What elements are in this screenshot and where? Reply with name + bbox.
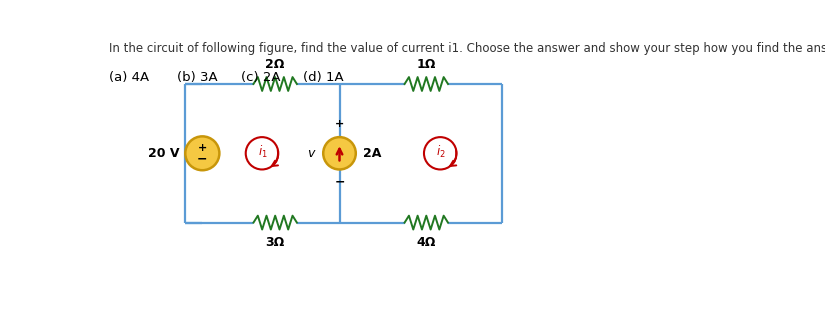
Text: −: − — [197, 152, 208, 165]
Text: 4Ω: 4Ω — [417, 236, 436, 249]
Circle shape — [186, 136, 219, 170]
Text: 1Ω: 1Ω — [417, 58, 436, 71]
Text: (d) 1A: (d) 1A — [303, 71, 344, 84]
Text: −: − — [334, 176, 345, 189]
Text: (a) 4A: (a) 4A — [110, 71, 149, 84]
Text: +: + — [335, 119, 344, 129]
Text: $v$: $v$ — [308, 147, 317, 160]
Text: $i_1$: $i_1$ — [258, 144, 267, 160]
Text: 2A: 2A — [363, 147, 381, 160]
Text: 3Ω: 3Ω — [266, 236, 285, 249]
Text: +: + — [198, 143, 207, 153]
Text: (c) 2A: (c) 2A — [241, 71, 280, 84]
Circle shape — [323, 137, 356, 169]
Text: 20 V: 20 V — [148, 147, 179, 160]
Text: $i_2$: $i_2$ — [436, 144, 446, 160]
Text: In the circuit of following figure, find the value of current i1. Choose the ans: In the circuit of following figure, find… — [109, 42, 825, 54]
Text: 2Ω: 2Ω — [266, 58, 285, 71]
Text: (b) 3A: (b) 3A — [177, 71, 217, 84]
